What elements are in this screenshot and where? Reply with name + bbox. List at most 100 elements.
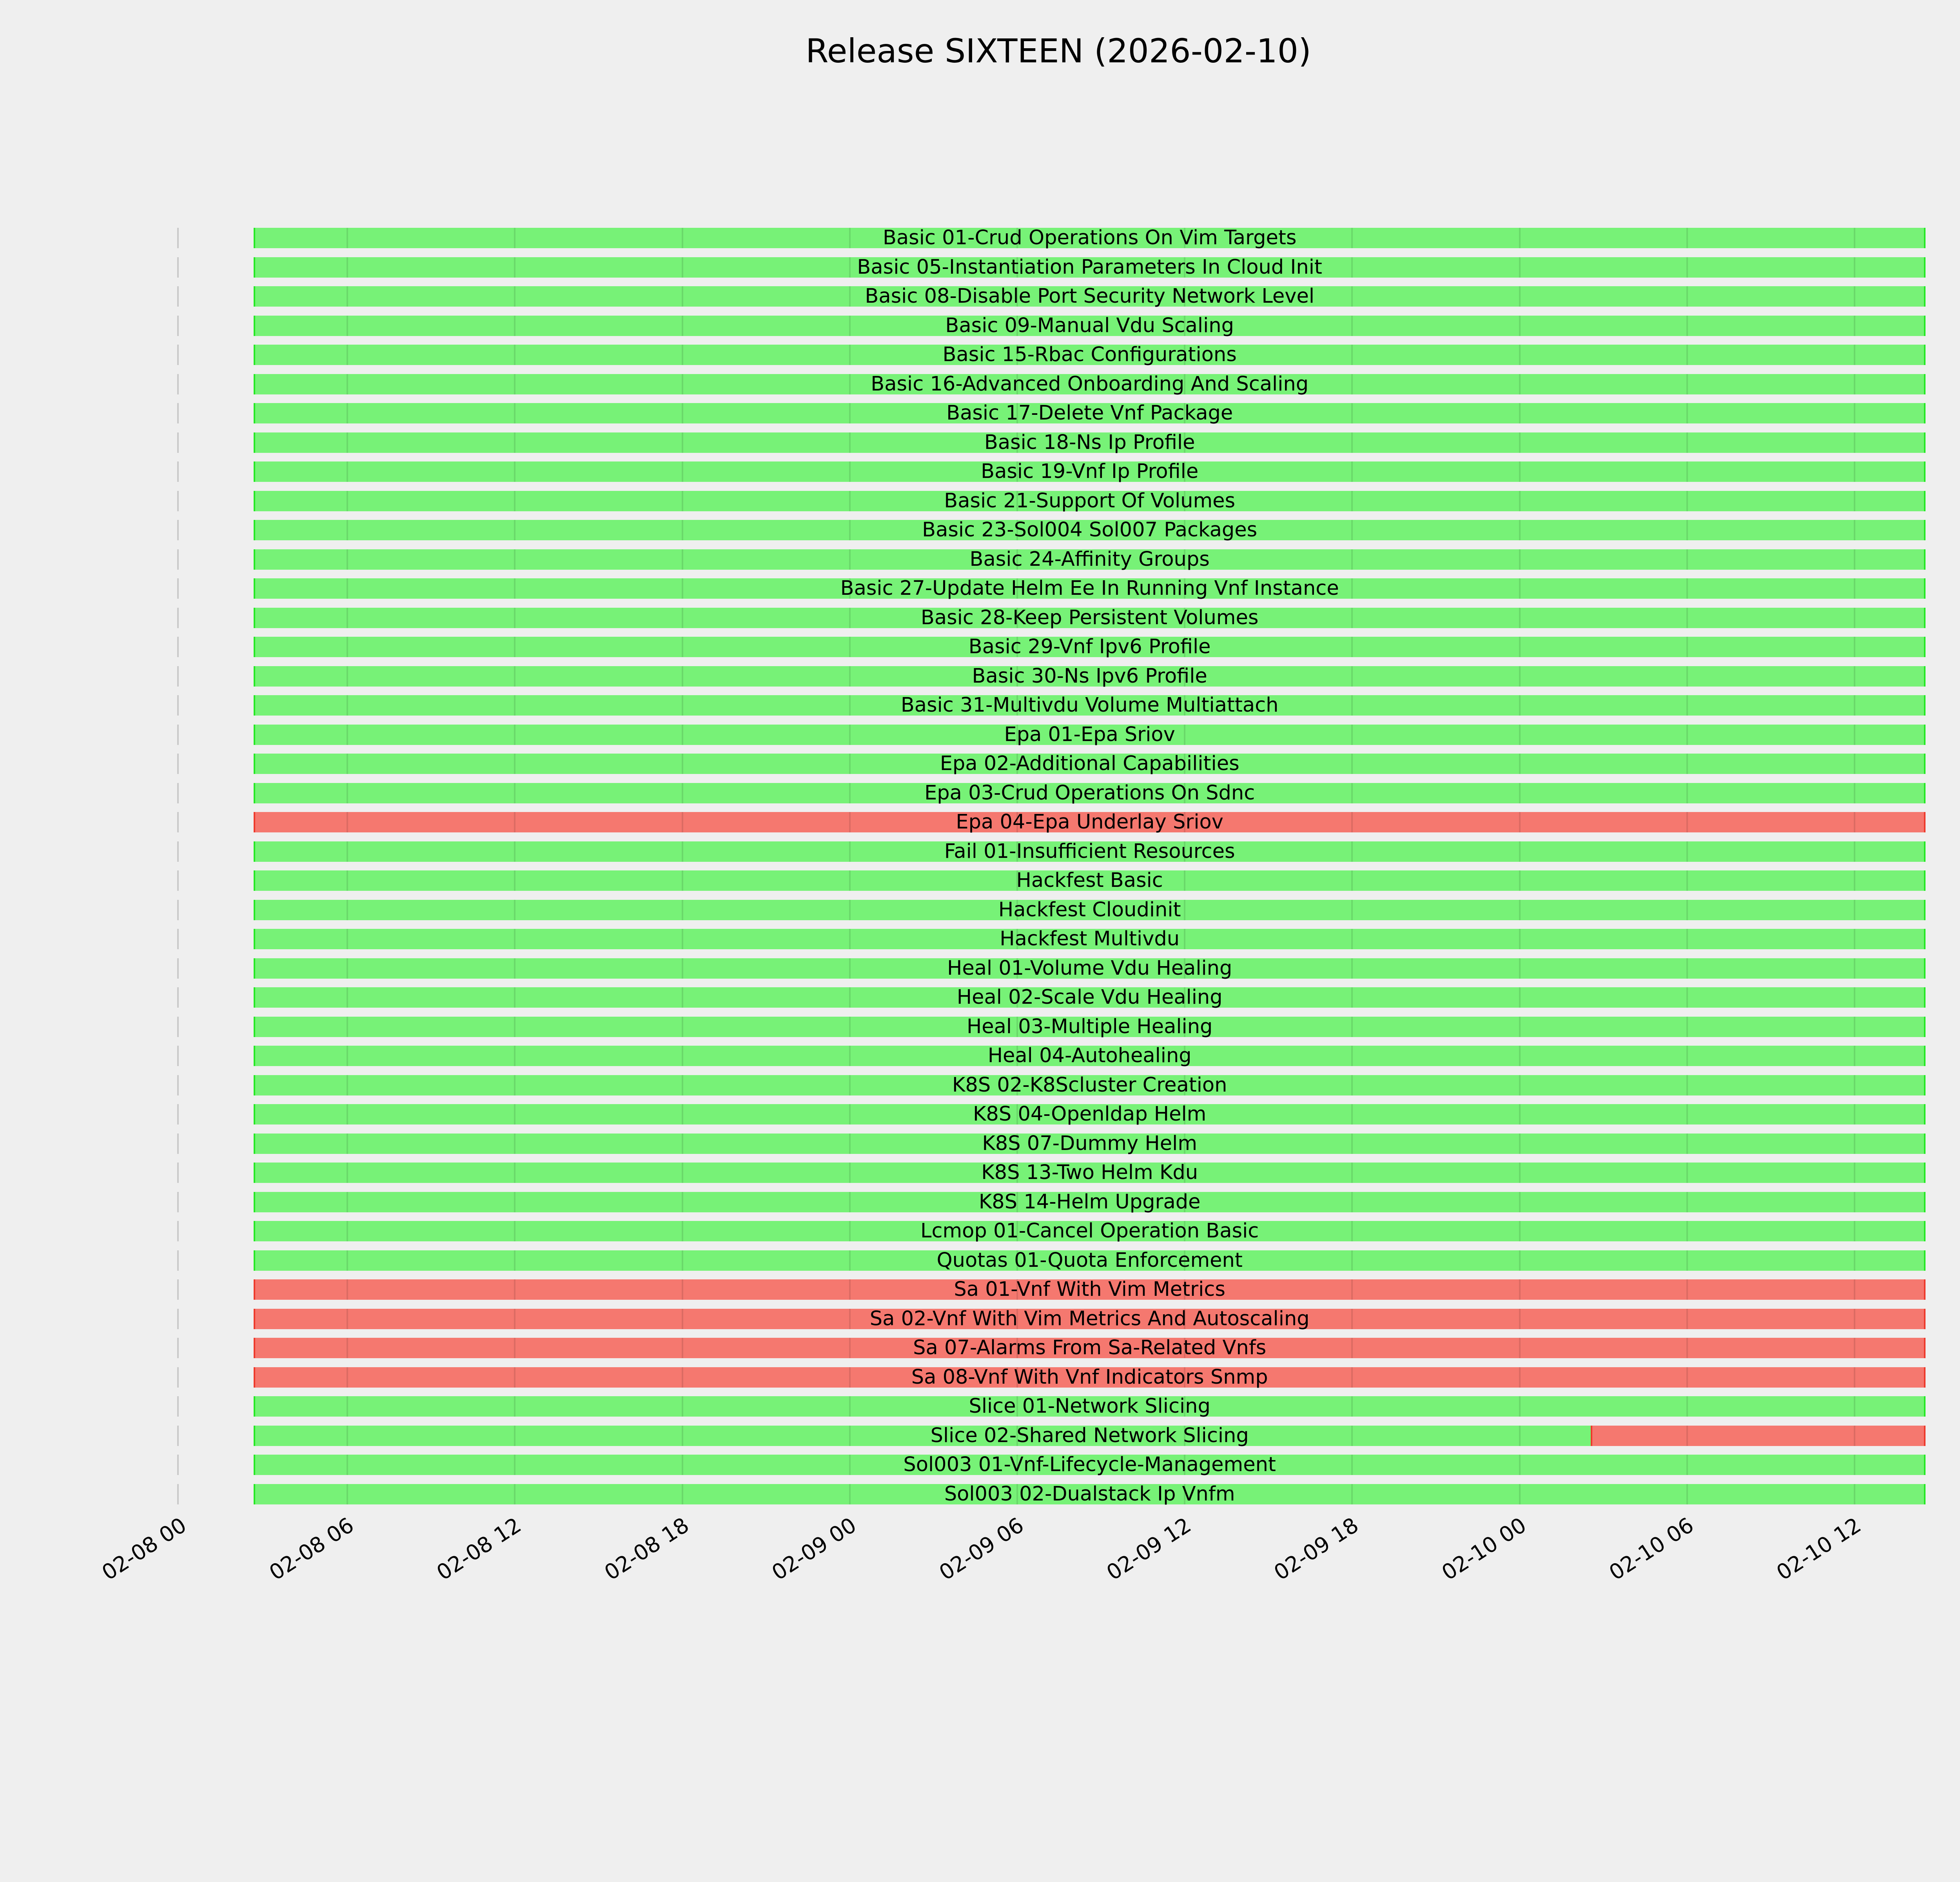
gridline [1184, 286, 1186, 307]
task-label: Basic 30-Ns Ipv6 Profile [972, 664, 1207, 688]
gantt-bar-segment [254, 666, 1926, 687]
gridline [1686, 257, 1688, 278]
task-label: K8S 14-Helm Upgrade [978, 1190, 1201, 1213]
gridline [1853, 1279, 1855, 1300]
gridline [849, 549, 851, 570]
origin-gridline-dash [177, 578, 179, 599]
gantt-bar-segment [254, 286, 1926, 307]
gridline [1686, 1455, 1688, 1475]
gridline [849, 1104, 851, 1124]
task-label: Epa 01-Epa Sriov [1004, 723, 1175, 746]
gridline [681, 432, 683, 453]
gridline [1853, 1425, 1855, 1446]
origin-gridline-dash [177, 929, 179, 949]
gridline [1184, 1250, 1186, 1271]
origin-gridline-dash [177, 666, 179, 687]
gridline [1016, 1075, 1018, 1095]
gridline [514, 929, 516, 949]
gridline [681, 695, 683, 716]
gridline [1853, 1192, 1855, 1212]
gridline [1351, 1075, 1353, 1095]
gridline [681, 637, 683, 657]
gridline [1351, 403, 1353, 423]
gridline [1519, 637, 1521, 657]
gridline [1519, 812, 1521, 832]
origin-gridline-dash [177, 1308, 179, 1329]
gantt-bar-segment [254, 1338, 1926, 1358]
gantt-bar-segment [254, 1484, 1926, 1504]
gridline [681, 1338, 683, 1358]
gridline [1686, 783, 1688, 803]
gridline [849, 812, 851, 832]
gantt-bar-segment [254, 1250, 1926, 1271]
task-label: Basic 28-Keep Persistent Volumes [920, 606, 1259, 629]
gridline [1016, 1104, 1018, 1124]
gridline [514, 1046, 516, 1066]
gridline [1351, 1455, 1353, 1475]
gridline [347, 578, 348, 599]
gridline [1184, 1396, 1186, 1417]
gridline [347, 724, 348, 745]
gridline [1351, 257, 1353, 278]
gridline [347, 841, 348, 862]
gridline [347, 520, 348, 540]
gridline [1016, 607, 1018, 628]
gridline [1016, 257, 1018, 278]
gridline [1853, 490, 1855, 511]
task-label: Lcmop 01-Cancel Operation Basic [920, 1219, 1259, 1243]
gridline [1853, 870, 1855, 891]
gantt-bar-segment [254, 958, 1926, 979]
gridline [1351, 1425, 1353, 1446]
gridline [1853, 549, 1855, 570]
gridline [849, 899, 851, 920]
gridline [681, 1046, 683, 1066]
gridline [681, 286, 683, 307]
gridline [681, 1396, 683, 1417]
gridline [1853, 1367, 1855, 1388]
gridline [347, 1192, 348, 1212]
gridline [1016, 1016, 1018, 1037]
gridline [1184, 257, 1186, 278]
gridline [1016, 286, 1018, 307]
gridline [1853, 899, 1855, 920]
gridline [347, 754, 348, 774]
gridline [514, 783, 516, 803]
gantt-bar-segment [254, 607, 1926, 628]
gridline [514, 987, 516, 1008]
gridline [1519, 695, 1521, 716]
gridline [514, 899, 516, 920]
gridline [514, 432, 516, 453]
gridline [681, 345, 683, 365]
gridline [1184, 1367, 1186, 1388]
origin-gridline-dash [177, 520, 179, 540]
gridline [681, 1075, 683, 1095]
gantt-bar-segment [254, 578, 1926, 599]
task-label: Sa 01-Vnf With Vim Metrics [954, 1278, 1225, 1301]
task-label: Fail 01-Insufficient Resources [944, 839, 1235, 863]
gridline [849, 1250, 851, 1271]
gridline [1519, 286, 1521, 307]
gridline [1016, 1484, 1018, 1504]
task-label: Heal 03-Multiple Healing [966, 1015, 1213, 1038]
gridline [849, 1308, 851, 1329]
gridline [1016, 490, 1018, 511]
gridline [1184, 578, 1186, 599]
gridline [1519, 374, 1521, 394]
gridline [849, 1484, 851, 1504]
gantt-bar-segment [1590, 1425, 1926, 1446]
gantt-bar-segment [254, 870, 1926, 891]
gridline [1351, 1250, 1353, 1271]
gantt-bar-segment [254, 1367, 1926, 1388]
gridline [681, 520, 683, 540]
origin-gridline-dash [177, 607, 179, 628]
origin-gridline-dash [177, 1455, 179, 1475]
gridline [1519, 1338, 1521, 1358]
gridline [514, 1455, 516, 1475]
gridline [1519, 1221, 1521, 1241]
gridline [1184, 1046, 1186, 1066]
gridline [849, 1338, 851, 1358]
gantt-bar-segment [254, 724, 1926, 745]
origin-gridline-dash [177, 870, 179, 891]
gridline [1351, 1367, 1353, 1388]
